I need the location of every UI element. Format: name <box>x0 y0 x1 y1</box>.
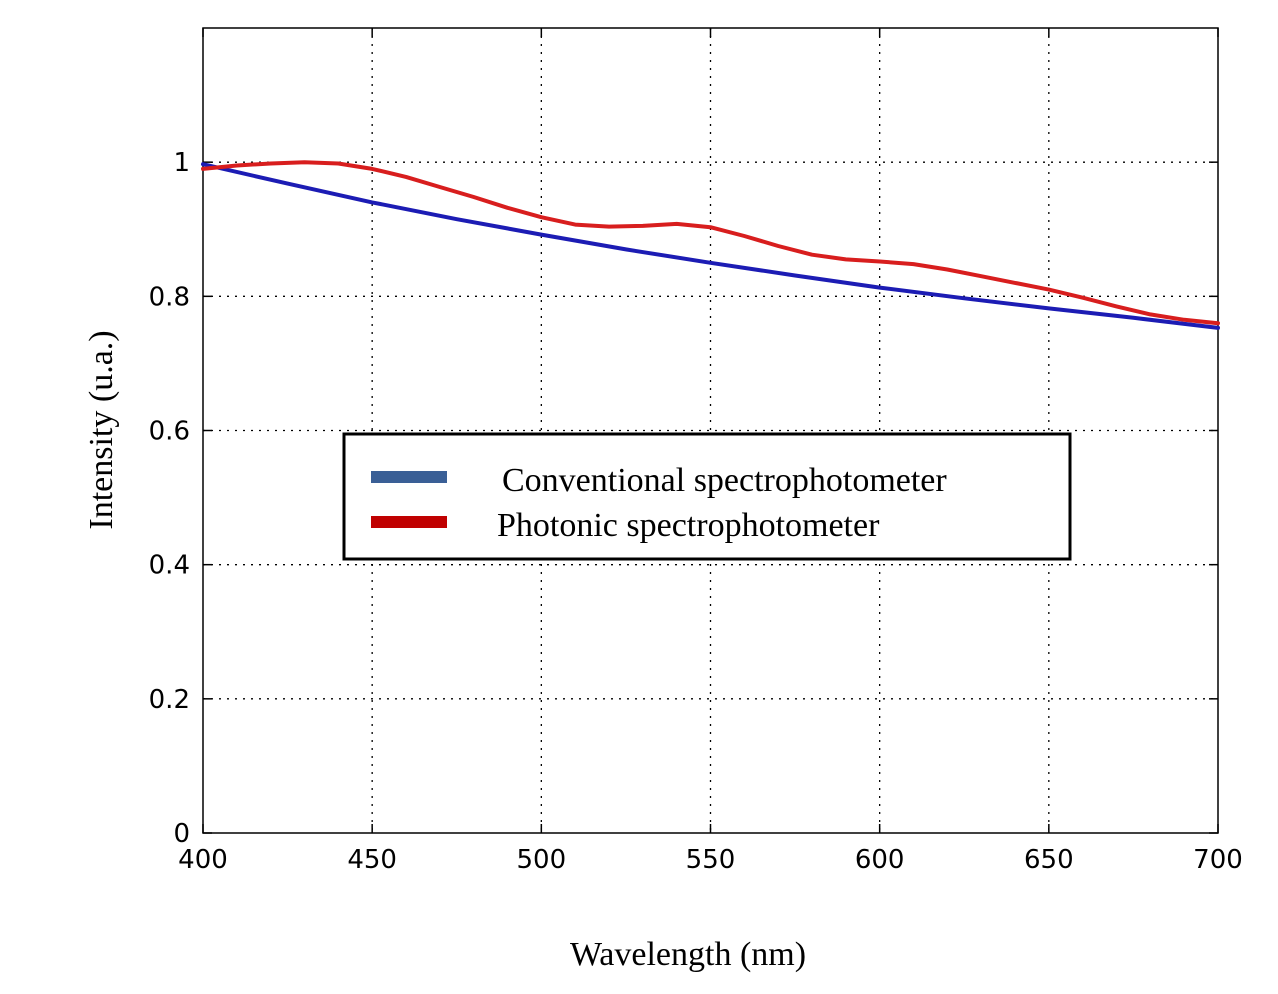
legend-box <box>342 432 1072 561</box>
y-tick-labels: 0 0.2 0.4 0.6 0.8 1 <box>149 148 190 849</box>
x-tick-label: 700 <box>1193 845 1243 875</box>
y-tick-label: 0.8 <box>149 282 190 312</box>
x-tick-label: 450 <box>347 845 397 875</box>
y-tick-label: 0 <box>173 819 190 849</box>
legend-swatch-photonic <box>371 516 447 528</box>
y-tick-label: 0.2 <box>149 685 190 715</box>
legend-label-photonic: Photonic spectrophotometer <box>497 507 880 544</box>
x-tick-label: 400 <box>178 845 228 875</box>
series-lines <box>201 160 1220 330</box>
x-tick-label: 650 <box>1024 845 1074 875</box>
y-tick-label: 0.6 <box>149 417 190 447</box>
x-tick-label: 500 <box>517 845 567 875</box>
x-tick-labels: 400 450 500 550 600 650 700 <box>178 845 1243 875</box>
x-tick-label: 600 <box>855 845 905 875</box>
legend-swatch-conventional <box>371 471 447 483</box>
x-tick-label: 550 <box>686 845 736 875</box>
grid <box>203 28 1218 833</box>
axis-ticks <box>202 28 1219 834</box>
legend-label-conventional: Conventional spectrophotometer <box>502 462 947 499</box>
legend: Conventional spectrophotometer Photonic … <box>342 432 1072 561</box>
series-line-photonic <box>201 160 1220 326</box>
y-axis-title: Intensity (u.a.) <box>83 330 120 529</box>
x-axis-title: Wavelength (nm) <box>570 936 806 973</box>
y-tick-label: 1 <box>173 148 190 178</box>
series-line-conventional <box>201 162 1220 330</box>
y-tick-label: 0.4 <box>149 551 190 581</box>
